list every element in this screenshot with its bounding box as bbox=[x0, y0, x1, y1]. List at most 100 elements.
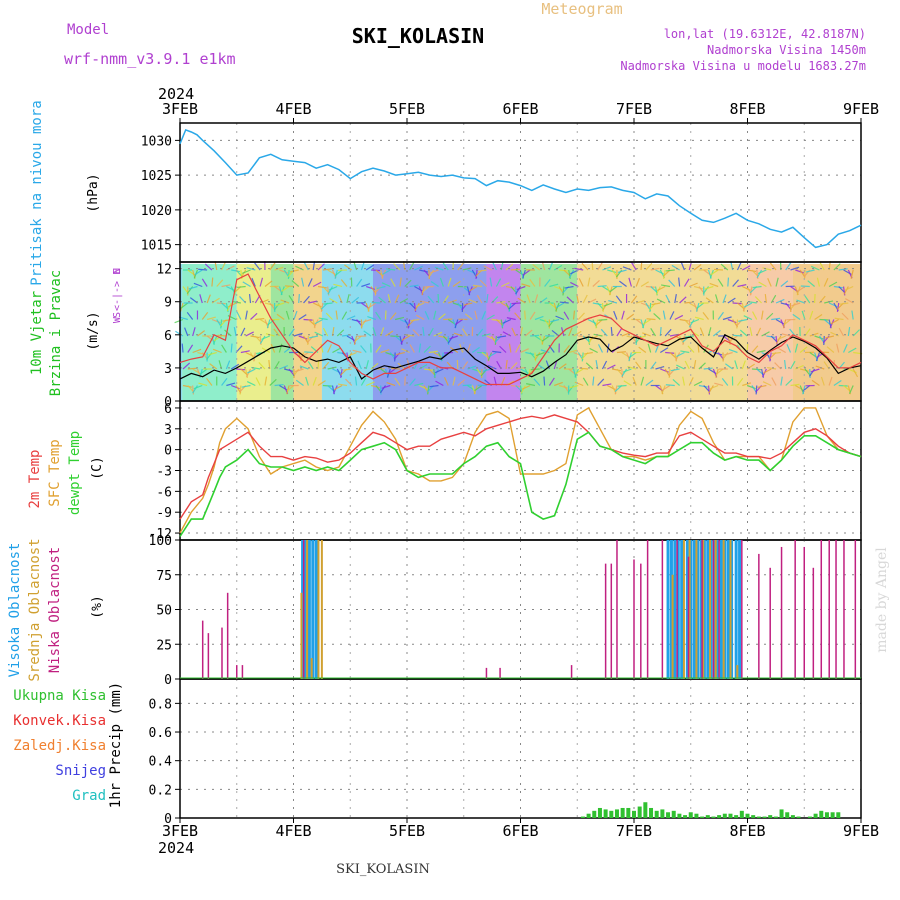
wind-barb bbox=[709, 384, 719, 390]
wind-barb bbox=[357, 360, 362, 370]
wind-barb bbox=[834, 317, 844, 321]
wind-field bbox=[174, 260, 863, 401]
wind-barb bbox=[254, 262, 261, 271]
y-tick-label: 0.2 bbox=[149, 783, 172, 798]
wind-barb bbox=[182, 384, 192, 388]
cloud-bar bbox=[682, 540, 685, 679]
wind-barb bbox=[231, 269, 241, 273]
wind-barb bbox=[771, 351, 781, 355]
wind-barb bbox=[346, 315, 356, 321]
y-tick-label: 6 bbox=[164, 329, 172, 344]
wind-barb bbox=[669, 311, 675, 320]
wind-barb bbox=[804, 295, 811, 304]
wind-barb bbox=[322, 361, 330, 370]
wind-barb bbox=[680, 350, 690, 354]
wind-barb bbox=[833, 263, 841, 271]
wind-barb bbox=[833, 285, 843, 289]
wind-barb bbox=[212, 348, 222, 354]
cloud-bar bbox=[676, 540, 680, 679]
wind-barb bbox=[308, 300, 318, 304]
wind-barb bbox=[785, 262, 792, 271]
cloud-bar bbox=[661, 540, 664, 679]
wind-barb bbox=[607, 364, 616, 370]
wind-barb bbox=[739, 329, 748, 337]
wind-barb bbox=[209, 363, 218, 370]
wind-barb bbox=[496, 300, 506, 304]
cloud-bar bbox=[687, 556, 690, 679]
y-tick-label: 0 bbox=[164, 444, 172, 459]
precip-legend-item: Ukupna Kisa bbox=[13, 688, 106, 704]
cloud-bar bbox=[723, 540, 727, 679]
wind-barb bbox=[298, 314, 307, 321]
wind-barb bbox=[475, 269, 478, 280]
wind-barb bbox=[258, 362, 266, 370]
wind-barb bbox=[682, 376, 686, 386]
wind-barb bbox=[525, 351, 535, 355]
wind-barb bbox=[526, 294, 531, 304]
wind-barb bbox=[574, 381, 584, 387]
cloud-bar bbox=[780, 546, 783, 679]
wind-barb bbox=[549, 283, 559, 288]
precip-bar bbox=[734, 815, 739, 818]
x-tick-label-top: 8FEB bbox=[729, 100, 765, 118]
wind-barb bbox=[281, 285, 290, 292]
wind-barb bbox=[333, 384, 343, 391]
wind-barb bbox=[754, 296, 763, 304]
wind-unit: (m/s) bbox=[86, 311, 101, 350]
wind-barb bbox=[500, 282, 510, 288]
wind-barb bbox=[227, 315, 237, 321]
wind-barb bbox=[340, 279, 348, 287]
cloud-bar bbox=[701, 540, 703, 679]
wind-barb bbox=[562, 286, 565, 296]
wind-barb bbox=[553, 264, 563, 271]
x-tick-label-top: 7FEB bbox=[616, 100, 652, 118]
wind-barb bbox=[714, 382, 724, 387]
wind-barb bbox=[230, 363, 240, 370]
wind-barb bbox=[757, 269, 767, 275]
temp-ylabel-2m: 2m Temp bbox=[27, 449, 43, 508]
wind-barb bbox=[199, 368, 208, 375]
wind-barb bbox=[816, 277, 821, 287]
cloud-bar bbox=[714, 540, 717, 679]
cloud-bar bbox=[311, 540, 315, 679]
year-bottom: 2024 bbox=[158, 839, 194, 857]
wind-barb bbox=[259, 299, 269, 304]
cloud-bar bbox=[570, 665, 573, 679]
wind-barb bbox=[679, 318, 689, 322]
wind-ylabel-2: Brzina i Pravac bbox=[48, 270, 64, 396]
wind-barb bbox=[328, 285, 338, 291]
precip-bar bbox=[830, 812, 835, 818]
wind-barb bbox=[521, 384, 531, 390]
x-tick-label-top: 6FEB bbox=[502, 100, 538, 118]
wind-barb bbox=[792, 313, 801, 320]
x-tick-label-bottom: 4FEB bbox=[275, 822, 311, 840]
wind-barb bbox=[481, 310, 486, 320]
wind-barb bbox=[622, 368, 632, 373]
wind-barb bbox=[510, 362, 518, 370]
wind-barb bbox=[340, 368, 343, 378]
wind-barb bbox=[378, 296, 386, 304]
wind-barb bbox=[789, 360, 796, 370]
wind-barb bbox=[830, 318, 840, 325]
wind-field-band bbox=[321, 264, 373, 401]
wind-barb bbox=[274, 360, 280, 370]
wind-barb bbox=[273, 328, 280, 337]
wind-barb bbox=[240, 327, 246, 337]
precip-ylabel: 1hr Precip (mm) bbox=[108, 682, 124, 808]
wind-barb bbox=[656, 298, 666, 304]
wind-barb bbox=[705, 297, 714, 304]
wind-barb bbox=[317, 359, 320, 370]
wind-barb bbox=[264, 376, 268, 386]
wind-barb bbox=[317, 380, 326, 387]
wind-barb bbox=[327, 344, 332, 353]
wind-barb bbox=[729, 335, 738, 342]
wind-barb bbox=[820, 376, 825, 386]
wind-barb bbox=[842, 344, 848, 353]
cloud-bar bbox=[738, 540, 742, 679]
cloud-bar bbox=[722, 540, 725, 679]
wind-barb bbox=[833, 379, 842, 386]
wind-barb bbox=[622, 266, 632, 271]
wind-barb bbox=[810, 368, 820, 373]
wind-barb bbox=[386, 268, 396, 271]
wind-barb bbox=[250, 335, 260, 339]
